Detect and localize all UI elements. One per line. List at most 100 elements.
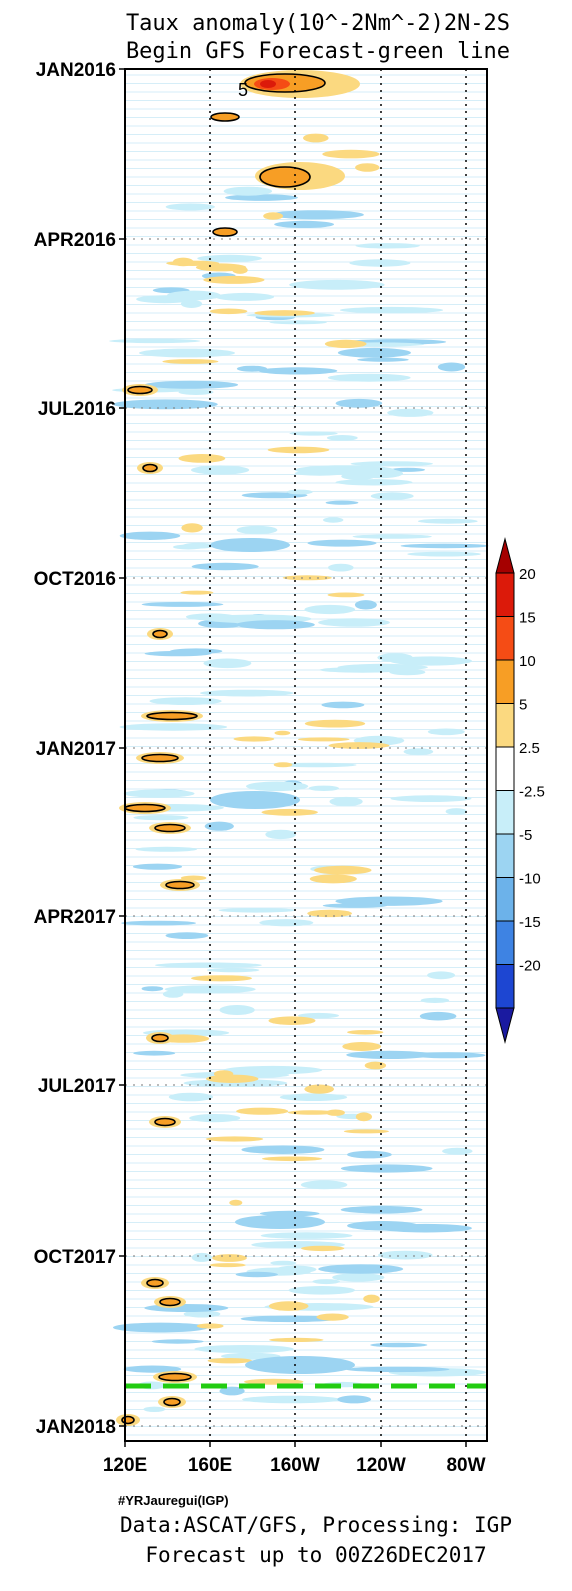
- anomaly-blob: [155, 962, 262, 968]
- anomaly-blob: [300, 1180, 348, 1190]
- contour-label: 5: [238, 80, 248, 100]
- y-tick-label: APR2016: [34, 230, 116, 251]
- anomaly-blob: [180, 875, 207, 881]
- anomaly-blob: [146, 711, 198, 721]
- anomaly-blob: [203, 658, 252, 669]
- anomaly-blob: [191, 975, 252, 982]
- anomaly-blob: [350, 461, 433, 467]
- anomaly-blob: [182, 542, 215, 549]
- anomaly-blob: [210, 538, 290, 552]
- plot-frame: [124, 68, 488, 1442]
- anomaly-blob: [370, 1342, 428, 1348]
- anomaly-blob: [309, 874, 357, 884]
- anomaly-blob: [347, 1030, 384, 1035]
- anomaly-blob: [154, 1117, 176, 1127]
- anomaly-blob: [121, 1415, 135, 1425]
- anomaly-blob: [263, 212, 283, 220]
- anomaly-blob: [218, 908, 296, 913]
- anomaly-blob: [143, 1406, 166, 1413]
- anomaly-blob: [364, 1061, 387, 1070]
- anomaly-blob: [318, 618, 390, 627]
- anomaly-blob: [304, 1084, 335, 1094]
- anomaly-blob: [203, 275, 265, 284]
- anomaly-blob: [229, 1199, 243, 1206]
- anomaly-blob: [316, 1313, 349, 1321]
- y-tick-label: OCT2016: [34, 569, 116, 590]
- colorbar-bottom-arrow: [495, 1007, 515, 1044]
- colorbar-label: -15: [519, 914, 541, 931]
- forecast-date-line: Forecast up to 00Z26DEC2017: [145, 1543, 486, 1567]
- anomaly-blob: [352, 534, 432, 539]
- anomaly-blob: [355, 243, 420, 249]
- colorbar-label: -2.5: [519, 784, 545, 801]
- anomaly-blob: [124, 803, 166, 813]
- anomaly-blob: [166, 290, 221, 301]
- anomaly-blob: [332, 1273, 385, 1282]
- anomaly-blob: [265, 829, 297, 840]
- anomaly-blob: [337, 663, 428, 671]
- anomaly-blob: [165, 932, 209, 939]
- anomaly-blob: [427, 728, 465, 736]
- x-tick-label: 120E: [103, 1455, 147, 1476]
- anomaly-blob: [301, 1245, 345, 1252]
- anomaly-blob: [363, 1294, 380, 1304]
- anomaly-blob: [288, 1286, 355, 1295]
- y-tick-label: JAN2016: [36, 60, 116, 81]
- anomaly-blob: [337, 1395, 372, 1404]
- x-tick-label: 80W: [446, 1455, 485, 1476]
- anomaly-blob: [268, 1016, 316, 1025]
- anomaly-blob: [119, 531, 181, 540]
- anomaly-blob: [165, 880, 195, 890]
- colorbar-label: 15: [519, 610, 536, 627]
- anomaly-blob: [165, 203, 215, 211]
- anomaly-blob: [121, 920, 196, 926]
- anomaly-blob: [215, 292, 275, 301]
- anomaly-blob: [135, 846, 198, 852]
- anomaly-blob: [241, 492, 308, 499]
- anomaly-blob: [304, 604, 356, 615]
- anomaly-blob: [378, 1250, 433, 1260]
- colorbar-segment: [495, 616, 515, 661]
- anomaly-blob: [113, 1322, 208, 1333]
- chart-subtitle: Begin GFS Forecast-green line: [126, 39, 510, 64]
- anomaly-blob: [169, 648, 223, 654]
- anomaly-blob: [403, 748, 434, 756]
- anomaly-blob: [389, 669, 426, 676]
- anomaly-blob: [286, 489, 313, 495]
- anomaly-blob: [183, 1310, 221, 1318]
- anomaly-blob: [196, 1323, 224, 1329]
- anomaly-blob: [260, 80, 276, 88]
- anomaly-blob: [168, 1092, 214, 1102]
- y-axis: JAN2016 APR2016 JUL2016 OCT2016 JAN2017 APR20…: [34, 60, 125, 1438]
- anomaly-blob: [261, 808, 318, 816]
- anomaly-blob: [213, 1070, 234, 1078]
- anomaly-blob: [219, 1386, 245, 1396]
- anomaly-blob: [206, 1074, 259, 1084]
- anomaly-blob: [133, 1050, 176, 1056]
- anomaly-blob: [259, 1210, 320, 1217]
- anomaly-blob: [154, 823, 186, 833]
- colorbar-segment: [495, 703, 515, 748]
- anomaly-blob: [209, 308, 248, 315]
- colorbar-label: 10: [519, 653, 536, 670]
- anomaly-blob: [180, 299, 203, 308]
- anomaly-blob: [335, 896, 443, 906]
- y-tick-label: JUL2017: [38, 1076, 116, 1097]
- anomaly-blob: [185, 613, 236, 621]
- anomaly-blob: [233, 736, 275, 742]
- anomaly-blob: [335, 479, 413, 486]
- anomaly-blob: [178, 454, 226, 463]
- colorbar-segment: [495, 572, 515, 617]
- anomaly-blob: [343, 1129, 389, 1134]
- anomaly-blob: [204, 821, 234, 831]
- anomaly-blob: [123, 1365, 182, 1373]
- anomaly-blob: [297, 1012, 340, 1019]
- anomaly-blob: [328, 742, 390, 749]
- anomaly-blob: [355, 163, 380, 172]
- anomaly-blob: [133, 815, 189, 821]
- anomaly-blob: [342, 1042, 382, 1051]
- anomaly-blob: [328, 563, 354, 572]
- anomaly-blob: [282, 575, 332, 581]
- anomaly-blob: [318, 1264, 404, 1274]
